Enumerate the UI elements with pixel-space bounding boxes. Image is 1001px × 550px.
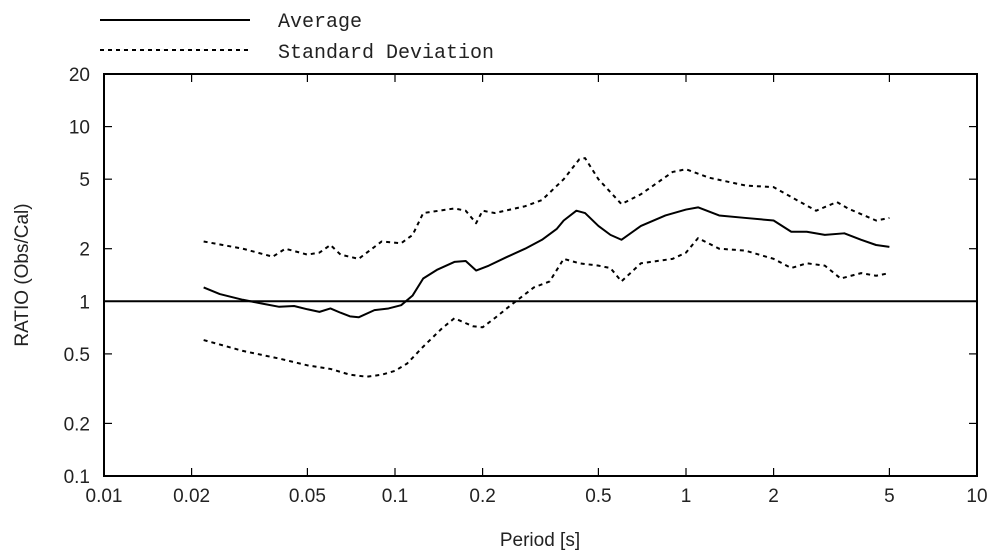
- x-tick-label: 0.5: [585, 486, 611, 507]
- legend-label-standard-deviation: Standard Deviation: [278, 42, 494, 65]
- x-tick-label: 2: [768, 486, 779, 507]
- axis-ticks: 0.01 0.02 0.05 0.1 0.2 0.5 1 2 5 10 0.1 0.2 0.5 1 2 5 10…: [64, 65, 988, 507]
- x-tick-label: 5: [884, 486, 895, 507]
- y-tick-label: 0.5: [64, 345, 90, 366]
- y-tick-label: 0.1: [64, 467, 90, 488]
- series-line-0: [203, 206, 890, 319]
- x-tick-label: 0.05: [289, 486, 326, 507]
- y-tick-label: 10: [69, 118, 90, 139]
- y-tick-label: 20: [69, 65, 90, 86]
- x-axis-title: Period [s]: [500, 530, 580, 550]
- legend-label-average: Average: [278, 11, 362, 34]
- y-tick-label: 1: [79, 292, 90, 313]
- legend: Average Standard Deviation: [100, 11, 494, 65]
- plot-frame: [103, 73, 978, 477]
- y-tick-label: 0.2: [64, 414, 90, 435]
- y-axis-title: RATIO (Obs/Cal): [12, 203, 33, 346]
- x-tick-label: 0.2: [469, 486, 495, 507]
- y-tick-label: 2: [79, 240, 90, 261]
- x-tick-label: 10: [966, 486, 987, 507]
- y-tick-label: 5: [79, 170, 90, 191]
- series-line-2: [203, 237, 890, 378]
- x-tick-label: 1: [681, 486, 692, 507]
- x-tick-label: 0.02: [173, 486, 210, 507]
- x-tick-label: 0.1: [382, 486, 408, 507]
- series-line-1: [203, 157, 890, 260]
- series-layer: [203, 157, 890, 378]
- x-tick-label: 0.01: [86, 486, 123, 507]
